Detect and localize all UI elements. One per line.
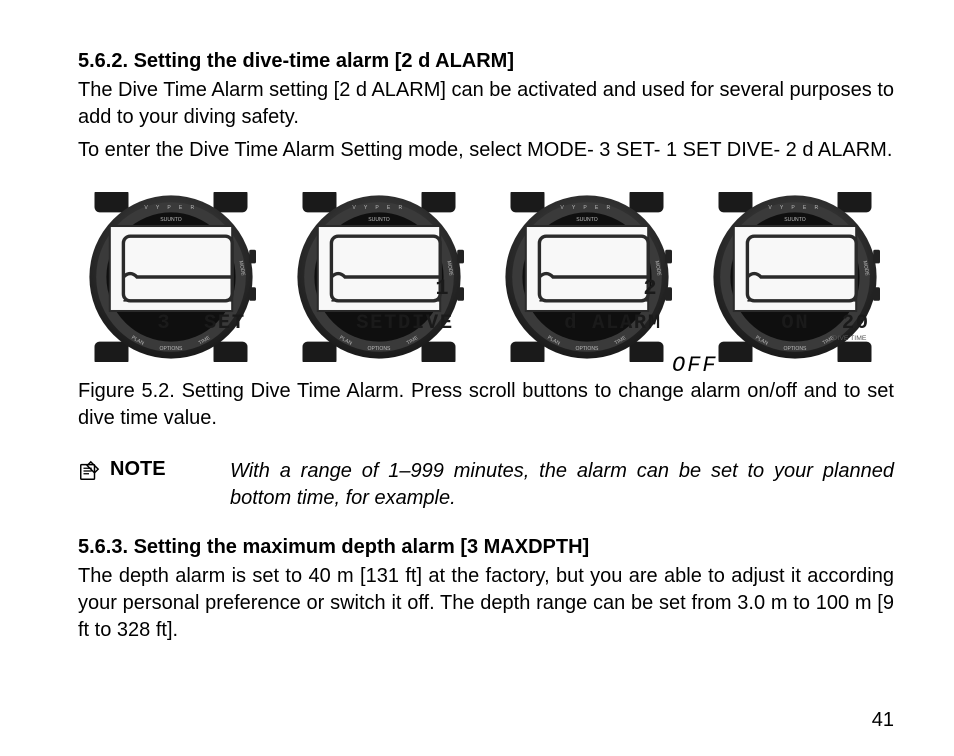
- svg-text:1: 1: [435, 276, 450, 301]
- dive-computer-0: V Y P E R SUUNTO OPTIONS PLAN TIME MODE …: [78, 192, 264, 362]
- section-562-para-2: To enter the Dive Time Alarm Setting mod…: [78, 137, 894, 164]
- svg-text:SUUNTO: SUUNTO: [368, 217, 389, 223]
- svg-text:V Y P E R: V Y P E R: [560, 205, 613, 211]
- svg-text:V Y P E R: V Y P E R: [144, 205, 197, 211]
- svg-text:20: 20: [842, 312, 870, 335]
- section-563-para-1: The depth alarm is set to 40 m [131 ft] …: [78, 563, 894, 644]
- svg-text:SETDIVE: SETDIVE: [356, 312, 454, 335]
- dive-computer-2: V Y P E R SUUNTO OPTIONS PLAN TIME MODE …: [494, 192, 680, 362]
- svg-text:ON: ON: [781, 312, 809, 335]
- page-number: 41: [872, 709, 894, 732]
- svg-text:SUUNTO: SUUNTO: [576, 217, 597, 223]
- svg-text:V Y P E R: V Y P E R: [768, 205, 821, 211]
- note-label: NOTE: [110, 458, 230, 481]
- dive-computer-1: V Y P E R SUUNTO OPTIONS PLAN TIME MODE …: [286, 192, 472, 362]
- section-562-para-1: The Dive Time Alarm setting [2 d ALARM] …: [78, 77, 894, 131]
- off-label: OFF: [672, 353, 718, 378]
- svg-text:DIVE TIME: DIVE TIME: [833, 335, 867, 342]
- svg-text:SUUNTO: SUUNTO: [784, 217, 805, 223]
- device-wrap-3: V Y P E R SUUNTO OPTIONS PLAN TIME MODE …: [702, 192, 892, 372]
- svg-text:SET: SET: [204, 312, 246, 335]
- svg-text:3: 3: [157, 312, 171, 335]
- dive-computer-3: V Y P E R SUUNTO OPTIONS PLAN TIME MODE …: [702, 192, 888, 362]
- figure-52-row: V Y P E R SUUNTO OPTIONS PLAN TIME MODE …: [78, 192, 894, 372]
- svg-text:V Y P E R: V Y P E R: [352, 205, 405, 211]
- section-heading-562: 5.6.2. Setting the dive-time alarm [2 d …: [78, 48, 894, 75]
- note-icon: [78, 460, 100, 487]
- svg-text:OPTIONS: OPTIONS: [784, 346, 808, 352]
- svg-text:OPTIONS: OPTIONS: [576, 346, 600, 352]
- svg-text:OPTIONS: OPTIONS: [160, 346, 184, 352]
- device-wrap-1: V Y P E R SUUNTO OPTIONS PLAN TIME MODE …: [286, 192, 476, 372]
- svg-text:OPTIONS: OPTIONS: [368, 346, 392, 352]
- device-wrap-2: V Y P E R SUUNTO OPTIONS PLAN TIME MODE …: [494, 192, 684, 372]
- manual-page: 5.6.2. Setting the dive-time alarm [2 d …: [0, 0, 954, 756]
- svg-text:SUUNTO: SUUNTO: [160, 217, 181, 223]
- svg-text:2: 2: [643, 276, 658, 301]
- note-text: With a range of 1–999 minutes, the alarm…: [230, 458, 894, 512]
- note-block: NOTE With a range of 1–999 minutes, the …: [78, 458, 894, 512]
- section-heading-563: 5.6.3. Setting the maximum depth alarm […: [78, 534, 894, 561]
- svg-text:d ALARM: d ALARM: [564, 312, 662, 335]
- device-wrap-0: V Y P E R SUUNTO OPTIONS PLAN TIME MODE …: [78, 192, 268, 372]
- figure-52-caption: Figure 5.2. Setting Dive Time Alarm. Pre…: [78, 378, 894, 432]
